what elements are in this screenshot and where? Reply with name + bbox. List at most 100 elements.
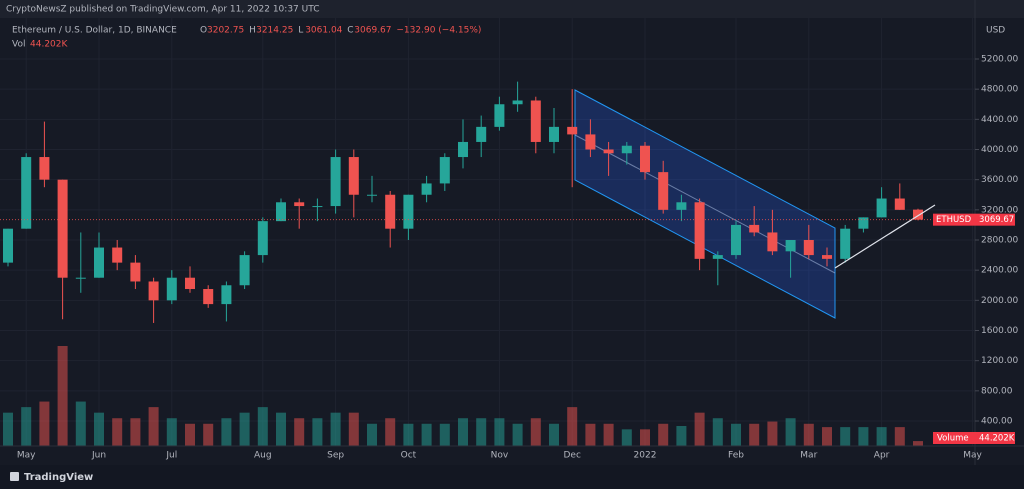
volume-tag-box xyxy=(933,432,1015,444)
volume-bar xyxy=(803,423,814,446)
volume-bar xyxy=(749,423,760,446)
logo-mark xyxy=(10,472,19,481)
candle-body xyxy=(112,247,123,263)
ohlc-label: L xyxy=(298,26,303,36)
volume-bar xyxy=(894,427,905,446)
y-tick-label: 4800.00 xyxy=(981,85,1018,95)
axes-layer: 400.00 800.00 1200.00 1600.00 2000.00 2400.00… xyxy=(0,55,1018,461)
candle-body xyxy=(148,281,159,301)
volume-bar xyxy=(57,346,68,446)
volume-bar xyxy=(75,401,86,446)
y-tick-label: 1600.00 xyxy=(981,326,1018,336)
volume-bar xyxy=(458,418,468,446)
y-tick-label: 400.00 xyxy=(981,417,1013,427)
volume-bar xyxy=(767,421,778,446)
vol-value: 44.202K xyxy=(30,40,68,50)
candle-body xyxy=(676,202,687,210)
candle-body xyxy=(203,289,214,305)
candle-body xyxy=(221,285,232,305)
volume-bar xyxy=(530,418,541,446)
x-tick-label: Feb xyxy=(728,451,744,461)
volume-bar xyxy=(3,412,13,446)
candle-body xyxy=(421,183,432,195)
ohlc-value: 3061.04 xyxy=(305,26,342,36)
candle-body xyxy=(294,202,305,207)
candle-body xyxy=(458,141,468,158)
volume-bar xyxy=(367,423,377,446)
legend: Ethereum / U.S. Dollar, 1D, BINANCE Vol … xyxy=(12,26,481,50)
volume-bar xyxy=(694,412,705,446)
volume-bar xyxy=(658,423,669,446)
volume-bar xyxy=(876,427,887,446)
candle-body xyxy=(276,202,286,222)
y-tick-label: 3200.00 xyxy=(981,205,1018,215)
candle-body xyxy=(858,217,869,229)
vol-label: Vol xyxy=(12,40,25,50)
candle-body xyxy=(312,206,323,208)
volume-bar xyxy=(640,429,650,446)
volume-bar xyxy=(294,418,305,446)
last-price-label: 3069.67 xyxy=(979,215,1014,225)
candle-body xyxy=(185,277,195,290)
change: −132.90 (−4.15%) xyxy=(396,26,481,36)
publisher: CryptoNewsZ published on TradingView.com… xyxy=(6,5,319,15)
candles-layer xyxy=(3,81,923,323)
volume-bar xyxy=(221,418,232,446)
volume-bar xyxy=(822,427,832,446)
x-tick-label: Dec xyxy=(563,451,580,461)
volume-bar xyxy=(712,418,723,446)
volume-bar xyxy=(385,418,396,446)
ohlc-value: 3214.25 xyxy=(256,26,293,36)
ohlc-value: 3202.75 xyxy=(207,26,244,36)
volume-bar xyxy=(276,412,286,446)
volume-tag-value: 44.202K xyxy=(979,434,1015,444)
volume-bar xyxy=(403,423,414,446)
volume-bar xyxy=(312,418,323,446)
y-tick-label: 3600.00 xyxy=(981,175,1018,185)
volume-layer xyxy=(3,346,923,446)
y-tick-label: 800.00 xyxy=(981,386,1013,396)
x-tick-label: May xyxy=(963,451,982,461)
price-box xyxy=(975,213,1015,226)
volume-bar xyxy=(112,418,123,446)
candle-body xyxy=(658,172,669,210)
candle-body xyxy=(166,277,177,301)
candle-body xyxy=(512,100,523,105)
volume-bar xyxy=(130,418,141,446)
candle-body xyxy=(585,134,596,150)
candle-body xyxy=(785,240,796,252)
volume-bar xyxy=(494,418,505,446)
ticker-box xyxy=(933,213,975,226)
y-tick-label: 2800.00 xyxy=(981,236,1018,246)
candle-body xyxy=(749,224,760,233)
ohlc-label: C xyxy=(347,26,353,36)
volume-bar xyxy=(94,412,104,446)
candle-body xyxy=(75,277,86,279)
candle-body xyxy=(494,104,505,127)
candle-body xyxy=(567,126,578,135)
candle-body xyxy=(257,221,268,256)
symbol: Ethereum / U.S. Dollar, 1D, BINANCE xyxy=(12,26,177,36)
candle-body xyxy=(439,157,450,184)
candle-body xyxy=(767,232,778,252)
x-tick-label: Aug xyxy=(254,451,272,461)
volume-bar xyxy=(858,427,869,446)
volume-bar xyxy=(203,423,214,446)
y-tick-label: 4000.00 xyxy=(981,145,1018,155)
grid xyxy=(0,18,975,446)
candle-body xyxy=(621,145,632,154)
volume-bar xyxy=(421,423,432,446)
volume-bar xyxy=(549,423,559,446)
brand: TradingView xyxy=(24,472,93,483)
x-tick-label: Nov xyxy=(491,451,509,461)
volume-bar xyxy=(567,407,578,446)
volume-bar xyxy=(239,412,250,446)
volume-bar xyxy=(731,423,741,446)
volume-bar xyxy=(512,423,523,446)
volume-bar xyxy=(39,401,50,446)
y-tick-label: 4400.00 xyxy=(981,115,1018,125)
ohlc-label: H xyxy=(249,26,256,36)
candle-body xyxy=(57,179,68,278)
